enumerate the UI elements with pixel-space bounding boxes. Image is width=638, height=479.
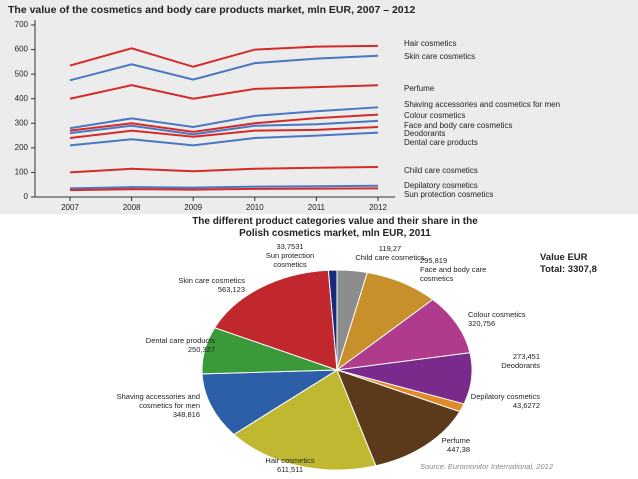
- slice-value: 348,816: [172, 410, 200, 419]
- line: [69, 44, 379, 68]
- slice-name: Shaving accessories and cosmetics for me…: [116, 392, 200, 410]
- slice-name: Colour cosmetics: [468, 310, 526, 319]
- y-tick-label: 600: [15, 45, 29, 54]
- slice-value: 295,819: [420, 256, 448, 265]
- pie-slice: [335, 298, 471, 371]
- value-title: Value EUR: [540, 252, 588, 263]
- pie-label: 33,7531 Sun protection cosmetics: [250, 242, 330, 269]
- line: [69, 54, 379, 82]
- slice-name: Skin care cosmetics: [178, 276, 245, 285]
- legend-label: Depilatory cosmetics: [404, 181, 478, 190]
- line: [69, 106, 379, 130]
- pie-label: Hair cosmetics 611,511: [240, 456, 340, 474]
- slice-value: 320,756: [468, 319, 496, 328]
- y-tick-label: 500: [15, 69, 29, 78]
- slice-value: 43,6272: [512, 401, 540, 410]
- pie-slice: [327, 269, 338, 371]
- slice-name: Deodorants: [501, 361, 540, 370]
- x-tick-label: 2012: [369, 203, 387, 212]
- line: [69, 84, 379, 100]
- pie-slice: [233, 369, 377, 471]
- pie-label: Colour cosmetics 320,756: [468, 310, 528, 328]
- y-tick-label: 700: [15, 20, 29, 29]
- legend-label: Sun protection cosmetics: [404, 190, 493, 199]
- pie-label: Perfume 447,38: [410, 436, 470, 454]
- slice-value: 250,327: [187, 345, 215, 354]
- line: [69, 131, 379, 147]
- x-tick-label: 2007: [61, 203, 79, 212]
- y-tick-label: 200: [15, 143, 29, 152]
- legend-label: Dental care products: [404, 138, 478, 147]
- y-tick-label: 300: [15, 118, 29, 127]
- slice-value: 119,27: [378, 244, 402, 253]
- slice-name: Child care cosmetics: [355, 253, 425, 262]
- line: [69, 125, 379, 140]
- slice-name: Face and body care cosmetics: [420, 265, 487, 283]
- line: [69, 119, 379, 136]
- x-tick-label: 2009: [184, 203, 202, 212]
- pie-slice: [201, 369, 339, 436]
- legend-label: Shaving accessories and cosmetics for me…: [404, 100, 560, 109]
- source: Source: Euromonitor International, 2012: [420, 462, 553, 471]
- legend-label: Face and body care cosmetics: [404, 121, 513, 130]
- slice-value: 563,123: [217, 285, 245, 294]
- legend-label: Skin care cosmetics: [404, 52, 475, 61]
- x-tick-label: 2010: [246, 203, 264, 212]
- line-title: The value of the cosmetics and body care…: [8, 4, 415, 16]
- x-tick-label: 2008: [123, 203, 141, 212]
- line: [69, 184, 379, 190]
- pie-label: 273,451 Deodorants: [470, 352, 540, 370]
- legend-label: Hair cosmetics: [404, 39, 456, 48]
- slice-value: 33,7531: [276, 242, 304, 251]
- legend-label: Child care cosmetics: [404, 166, 478, 175]
- pie-label: Shaving accessories and cosmetics for me…: [100, 392, 200, 419]
- top-panel: [0, 0, 638, 214]
- pie-label: 295,819 Face and body care cosmetics: [420, 256, 520, 283]
- y-tick-label: 400: [15, 94, 29, 103]
- pie-title: The different product categories value a…: [192, 216, 478, 239]
- pie-slice: [336, 369, 461, 467]
- line: [69, 113, 379, 133]
- line: [69, 166, 379, 174]
- y-tick-label: 0: [24, 192, 29, 201]
- slice-name: Depilatory cosmetics: [470, 392, 540, 401]
- pie-label: Skin care cosmetics 563,123: [140, 276, 245, 294]
- slice-value: 273,451: [512, 352, 540, 361]
- pie-label: Dental care products 250,327: [85, 336, 215, 354]
- legend-label: Perfume: [404, 84, 435, 93]
- pie-label: 119,27 Child care cosmetics: [345, 244, 435, 262]
- slice-name: Sun protection cosmetics: [265, 251, 315, 269]
- total: Total: 3307,8: [540, 264, 597, 275]
- pie-slice: [213, 269, 338, 371]
- pie-label: Depilatory cosmetics 43,6272: [470, 392, 540, 410]
- y-tick-label: 100: [15, 168, 29, 177]
- x-tick-label: 2011: [308, 203, 326, 212]
- legend-label: Deodorants: [404, 129, 445, 138]
- slice-value: 447,38: [447, 445, 470, 454]
- slice-value: 611,511: [277, 465, 303, 474]
- legend-label: Colour cosmetics: [404, 111, 465, 120]
- slice-name: Dental care products: [145, 336, 215, 345]
- line: [69, 187, 379, 192]
- slice-name: Hair cosmetics: [265, 456, 315, 465]
- slice-name: Perfume: [441, 436, 470, 445]
